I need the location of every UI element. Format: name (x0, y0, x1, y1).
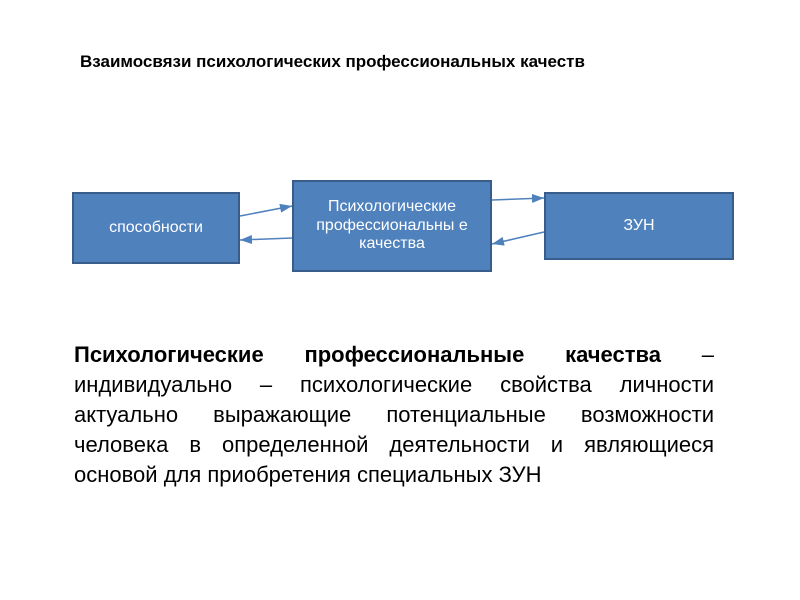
box-zun: ЗУН (544, 192, 734, 260)
box-abilities: способности (72, 192, 240, 264)
page: Взаимосвязи психологических профессионал… (0, 0, 800, 600)
box-label: ЗУН (623, 217, 654, 235)
box-label: способности (109, 219, 203, 237)
arrow (492, 198, 544, 200)
arrows-layer (0, 0, 800, 600)
box-ppk: Психологические профессиональны е качест… (292, 180, 492, 272)
arrow (240, 238, 292, 240)
box-label: Психологические профессиональны е качест… (300, 198, 484, 253)
arrow (492, 232, 544, 244)
definition-term: Психологические профессиональные качеств… (74, 342, 661, 367)
arrow (240, 206, 292, 216)
definition-paragraph: Психологические профессиональные качеств… (74, 340, 714, 490)
